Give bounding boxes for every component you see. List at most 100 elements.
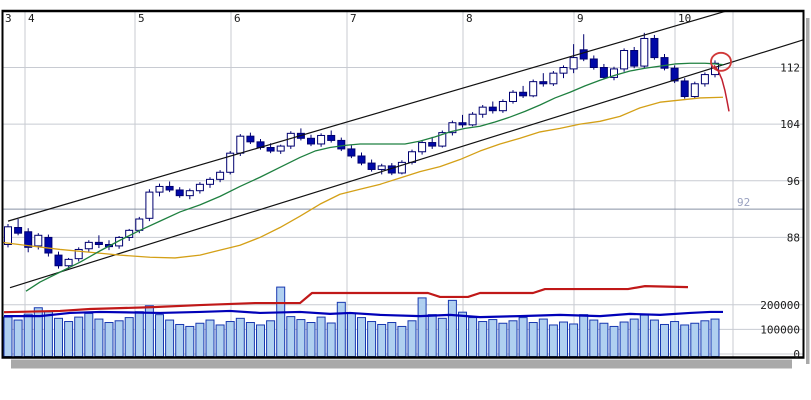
volume-bar [589, 319, 599, 357]
month-label: 6 [234, 12, 241, 25]
volume-bar [397, 325, 407, 357]
volume-bar [447, 299, 457, 358]
candle-up [700, 74, 709, 85]
volume-bar [94, 318, 104, 357]
volume-bar [367, 321, 377, 358]
volume-bar [660, 323, 669, 358]
volume-bar [316, 316, 326, 358]
volume-bar [649, 319, 659, 357]
volume-ma-line [4, 309, 723, 319]
volume-bar [124, 317, 134, 358]
candle-down [367, 162, 376, 170]
volume-bar [599, 322, 609, 357]
candle-down [175, 189, 184, 197]
candle-up [438, 132, 447, 147]
volume-bar [437, 317, 447, 357]
candle-down [579, 49, 588, 60]
volume-bar [306, 322, 316, 357]
candle-up [115, 236, 124, 247]
candle-up [559, 67, 568, 74]
volume-tick-label: 0 [793, 348, 800, 361]
candle-up [549, 72, 558, 85]
price-tick-label: 104 [780, 118, 800, 131]
volume-bar [266, 320, 276, 358]
candle-up [64, 258, 73, 267]
volume-bar [13, 319, 23, 357]
volume-tick-label: 200000 [760, 299, 800, 312]
candle-down [165, 185, 174, 191]
candle-up [478, 106, 487, 115]
candle-down [630, 50, 639, 67]
volume-bar [478, 321, 488, 358]
month-label: 10 [678, 12, 691, 25]
volume-bar [245, 322, 255, 357]
candle-up [155, 185, 164, 193]
volume-bar [639, 314, 649, 357]
volume-bar [336, 301, 346, 357]
candle-up [509, 91, 517, 102]
trend-channel-lower [9, 39, 804, 289]
candle-up [195, 183, 204, 192]
candle-up [529, 81, 538, 97]
volume-bar [357, 317, 366, 358]
candle-up [34, 234, 43, 247]
volume-bar [346, 312, 356, 358]
volume-bar [417, 297, 427, 357]
candle-down [327, 134, 336, 141]
volume-bar [296, 319, 306, 357]
volume-bar [185, 325, 195, 357]
candle-up [135, 218, 144, 231]
volume-bar [286, 316, 296, 357]
candle-down [266, 147, 275, 152]
volume-bar [548, 324, 558, 357]
candle-up [640, 37, 649, 67]
volume-bar [104, 322, 114, 357]
candle-down [357, 155, 366, 164]
candle-down [54, 254, 63, 267]
candle-down [94, 241, 103, 246]
volume-bar [256, 324, 265, 357]
month-label: 3 [5, 12, 12, 25]
candle-up [4, 226, 12, 246]
volume-bar [498, 322, 508, 357]
volume-bar [175, 323, 185, 358]
candle-up [569, 57, 578, 70]
candle-down [24, 231, 33, 248]
candle-up [226, 152, 235, 173]
price-tick-label: 112 [780, 62, 800, 75]
annotation-circle [710, 51, 732, 72]
candle-down [650, 37, 659, 59]
candle-down [680, 80, 689, 98]
volume-bar [569, 323, 579, 358]
candle-up [498, 100, 507, 112]
volume-bar [74, 316, 84, 358]
volume-bar [468, 317, 478, 358]
volume-bar [518, 317, 528, 358]
volume-bar [377, 323, 387, 358]
volume-bar [629, 318, 639, 357]
month-label: 5 [138, 12, 145, 25]
candle-down [44, 236, 53, 254]
volume-bar [276, 286, 286, 358]
candle-up [317, 134, 326, 145]
volume-bar [387, 322, 397, 357]
candle-up [620, 50, 629, 70]
candle-up [448, 122, 457, 134]
ma-short-line [25, 62, 724, 292]
candle-down [428, 142, 437, 147]
volume-bar [488, 319, 498, 357]
month-label: 4 [28, 12, 35, 25]
candle-up [418, 142, 427, 153]
candle-down [539, 81, 548, 85]
projection-line [713, 64, 730, 112]
candle-up [276, 145, 285, 152]
trend-channel-upper [7, 10, 728, 222]
candle-up [377, 165, 386, 170]
chart-shadow-right [806, 18, 810, 364]
candle-down [589, 58, 598, 69]
candle-up [610, 68, 618, 78]
volume-bar [579, 314, 589, 358]
candle-up [145, 191, 154, 219]
candle-up [468, 113, 477, 126]
